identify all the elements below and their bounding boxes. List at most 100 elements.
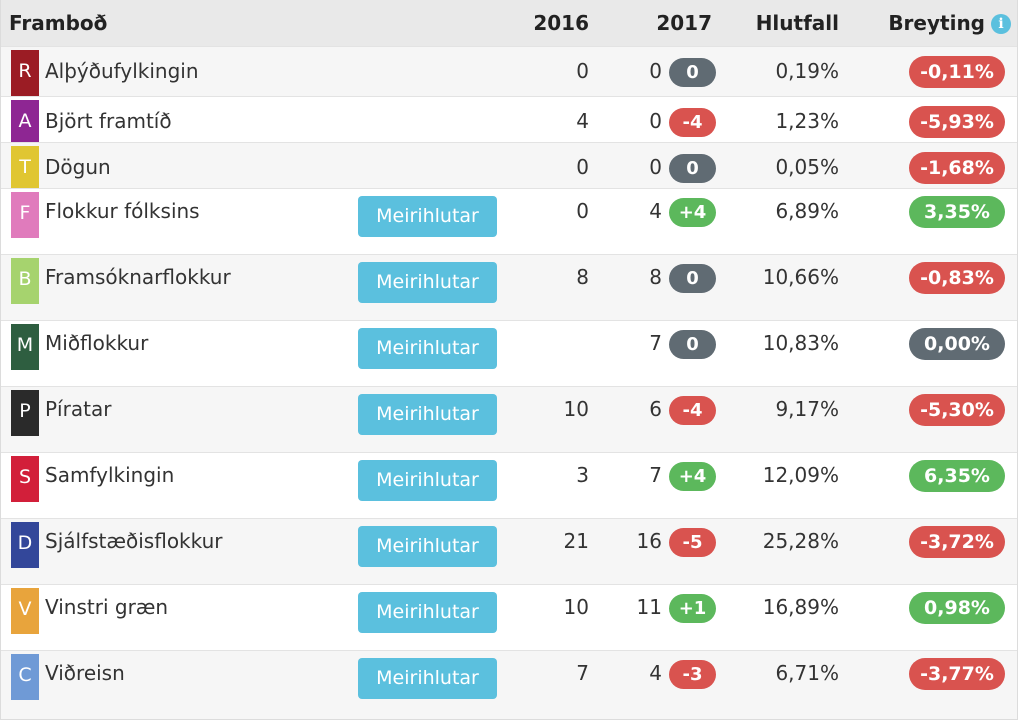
- vote-share: 1,23%: [775, 109, 839, 133]
- table-row: C Viðreisn Meirihlutar 7 4 -3 6,71% -3,77%: [1, 650, 1017, 719]
- header-change: Breyting: [888, 11, 985, 35]
- party-letter-badge: D: [11, 522, 39, 568]
- table-row: V Vinstri græn Meirihlutar 10 11 +1 16,89% 0,98…: [1, 584, 1017, 650]
- table-row: R Alþýðufylkingin 0 0 0 0,19% -0,11%: [1, 46, 1017, 96]
- seats-2016: 10: [563, 595, 589, 619]
- table-header: Framboð 2016 2017 Hlutfall Breyting i: [1, 0, 1017, 46]
- header-party: Framboð: [9, 11, 108, 35]
- vote-share: 16,89%: [762, 595, 839, 619]
- share-change-badge: 3,35%: [909, 196, 1005, 228]
- share-change-badge: -0,11%: [909, 56, 1005, 88]
- seats-2017: 4: [649, 199, 662, 223]
- share-change-badge: 0,00%: [909, 328, 1005, 360]
- share-change-badge: 0,98%: [909, 592, 1005, 624]
- majorities-button[interactable]: Meirihlutar: [358, 592, 497, 633]
- seats-2016: 10: [563, 397, 589, 421]
- vote-share: 12,09%: [762, 463, 839, 487]
- majorities-button[interactable]: Meirihlutar: [358, 460, 497, 501]
- party-name: Framsóknarflokkur: [45, 265, 231, 289]
- vote-share: 25,28%: [762, 529, 839, 553]
- vote-share: 0,19%: [775, 59, 839, 83]
- seats-2016: 0: [576, 155, 589, 179]
- table-row: P Píratar Meirihlutar 10 6 -4 9,17% -5,30%: [1, 386, 1017, 452]
- party-name: Dögun: [45, 155, 111, 179]
- vote-share: 10,66%: [762, 265, 839, 289]
- party-name: Samfylkingin: [45, 463, 175, 487]
- header-share: Hlutfall: [755, 11, 839, 35]
- seat-change-badge: +4: [669, 198, 716, 227]
- vote-share: 9,17%: [775, 397, 839, 421]
- info-icon[interactable]: i: [991, 14, 1011, 34]
- seats-2017: 8: [649, 265, 662, 289]
- vote-share: 6,71%: [775, 661, 839, 685]
- header-2016: 2016: [533, 11, 589, 35]
- majorities-button[interactable]: Meirihlutar: [358, 658, 497, 699]
- party-letter-badge: V: [11, 588, 39, 634]
- seat-change-badge: +1: [669, 594, 716, 623]
- table-row: A Björt framtíð 4 0 -4 1,23% -5,93%: [1, 96, 1017, 142]
- seats-2016: 0: [576, 199, 589, 223]
- table-row: S Samfylkingin Meirihlutar 3 7 +4 12,09% 6,35%: [1, 452, 1017, 518]
- party-name: Viðreisn: [45, 661, 125, 685]
- seats-2017: 0: [649, 109, 662, 133]
- majorities-button[interactable]: Meirihlutar: [358, 526, 497, 567]
- seats-2016: 21: [563, 529, 589, 553]
- seat-change-badge: +4: [669, 462, 716, 491]
- seats-2017: 7: [649, 331, 662, 355]
- share-change-badge: -1,68%: [909, 152, 1005, 184]
- share-change-badge: 6,35%: [909, 460, 1005, 492]
- share-change-badge: -5,30%: [909, 394, 1005, 426]
- party-letter-badge: A: [11, 100, 39, 142]
- party-name: Sjálfstæðisflokkur: [45, 529, 223, 553]
- seats-2017: 16: [636, 529, 662, 553]
- seats-2016: 7: [576, 661, 589, 685]
- party-letter-badge: R: [11, 50, 39, 96]
- seat-change-badge: -3: [669, 660, 716, 689]
- seats-2016: 3: [576, 463, 589, 487]
- majorities-button[interactable]: Meirihlutar: [358, 262, 497, 303]
- majorities-button[interactable]: Meirihlutar: [358, 394, 497, 435]
- party-name: Miðflokkur: [45, 331, 149, 355]
- party-letter-badge: S: [11, 456, 39, 502]
- seats-2017: 0: [649, 155, 662, 179]
- party-letter-badge: P: [11, 390, 39, 436]
- seats-2017: 4: [649, 661, 662, 685]
- party-name: Björt framtíð: [45, 109, 172, 133]
- majorities-button[interactable]: Meirihlutar: [358, 328, 497, 369]
- share-change-badge: -3,72%: [909, 526, 1005, 558]
- seat-change-badge: -4: [669, 108, 716, 137]
- seat-change-badge: 0: [669, 58, 716, 87]
- table-row: M Miðflokkur Meirihlutar 7 0 10,83% 0,00%: [1, 320, 1017, 386]
- seats-2016: 0: [576, 59, 589, 83]
- share-change-badge: -5,93%: [909, 106, 1005, 138]
- vote-share: 6,89%: [775, 199, 839, 223]
- majorities-button[interactable]: Meirihlutar: [358, 196, 497, 237]
- seat-change-badge: 0: [669, 154, 716, 183]
- seats-2017: 6: [649, 397, 662, 421]
- party-letter-badge: T: [11, 146, 39, 188]
- vote-share: 0,05%: [775, 155, 839, 179]
- party-letter-badge: C: [11, 654, 39, 700]
- header-2017: 2017: [656, 11, 712, 35]
- table-row: B Framsóknarflokkur Meirihlutar 8 8 0 10,66% -0…: [1, 254, 1017, 320]
- seats-2016: 8: [576, 265, 589, 289]
- party-letter-badge: F: [11, 192, 39, 238]
- party-name: Píratar: [45, 397, 112, 421]
- seat-change-badge: -4: [669, 396, 716, 425]
- share-change-badge: -3,77%: [909, 658, 1005, 690]
- seats-2016: 4: [576, 109, 589, 133]
- party-name: Alþýðufylkingin: [45, 59, 199, 83]
- share-change-badge: -0,83%: [909, 262, 1005, 294]
- party-letter-badge: M: [11, 324, 39, 370]
- vote-share: 10,83%: [762, 331, 839, 355]
- table-row: T Dögun 0 0 0 0,05% -1,68%: [1, 142, 1017, 188]
- seat-change-badge: 0: [669, 264, 716, 293]
- table-row: F Flokkur fólksins Meirihlutar 0 4 +4 6,89% 3,3…: [1, 188, 1017, 254]
- seat-change-badge: 0: [669, 330, 716, 359]
- seats-2017: 0: [649, 59, 662, 83]
- seats-2017: 7: [649, 463, 662, 487]
- party-name: Vinstri græn: [45, 595, 169, 619]
- seats-2017: 11: [636, 595, 662, 619]
- party-letter-badge: B: [11, 258, 39, 304]
